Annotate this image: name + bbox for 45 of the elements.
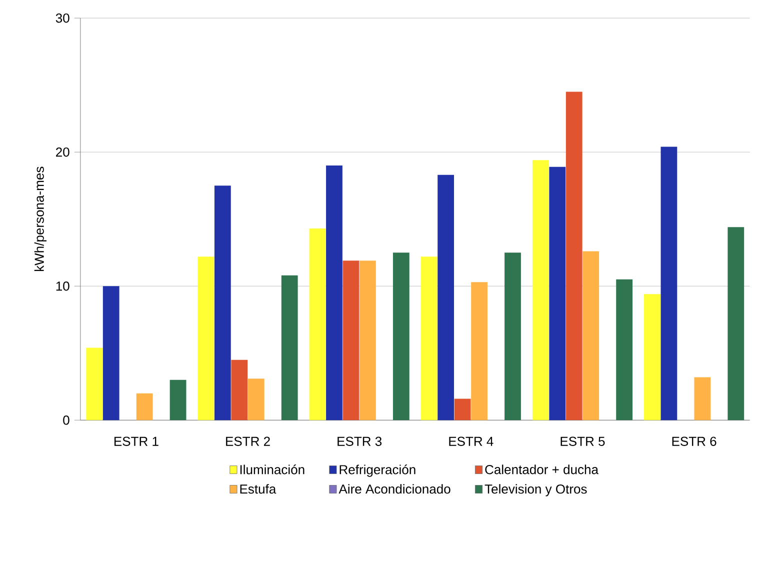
legend-label: Iluminación	[240, 464, 304, 474]
bar	[198, 256, 214, 420]
bar	[616, 279, 633, 420]
bar	[660, 146, 678, 420]
bar	[471, 282, 488, 420]
x-tick-label: ESTR 5	[560, 436, 605, 446]
bar	[86, 348, 103, 420]
x-tick-label: ESTR 1	[114, 436, 158, 446]
y-axis-title: kWh/persona-mes	[34, 166, 46, 272]
legend-label: Calentador + ducha	[485, 464, 598, 474]
bar	[360, 260, 376, 420]
bar	[214, 186, 231, 420]
x-tick-label: ESTR 6	[672, 436, 716, 446]
bar	[728, 227, 744, 420]
bar	[102, 286, 120, 420]
bar	[231, 360, 248, 420]
bar	[694, 377, 711, 420]
x-tick-label: ESTR 4	[449, 436, 494, 446]
bar	[309, 228, 326, 420]
bar	[326, 166, 342, 420]
x-tick-label: ESTR 3	[338, 436, 382, 446]
bar	[136, 393, 153, 420]
legend-label: Television y Otros	[484, 484, 587, 496]
bar	[504, 252, 521, 420]
bar	[281, 275, 298, 420]
bar	[248, 378, 264, 420]
bar	[644, 294, 660, 420]
legend-label: Estufa	[240, 484, 276, 494]
bar	[532, 160, 549, 420]
legend-label: Aire Acondicionado	[338, 484, 450, 494]
bar	[438, 174, 454, 420]
bar	[454, 398, 471, 420]
x-tick-label: ESTR 2	[226, 436, 270, 446]
bar	[342, 260, 360, 420]
bar	[549, 166, 566, 420]
y-tick-label: 20	[56, 148, 70, 157]
legend-label: Refrigeración	[340, 464, 416, 477]
y-tick-label: 0	[63, 416, 70, 425]
bar	[392, 252, 410, 420]
bar	[566, 92, 582, 420]
y-tick-label: 10	[56, 282, 70, 291]
bar	[582, 251, 600, 420]
y-tick-label: 30	[56, 14, 70, 23]
bar	[420, 256, 438, 420]
bar	[170, 380, 186, 420]
